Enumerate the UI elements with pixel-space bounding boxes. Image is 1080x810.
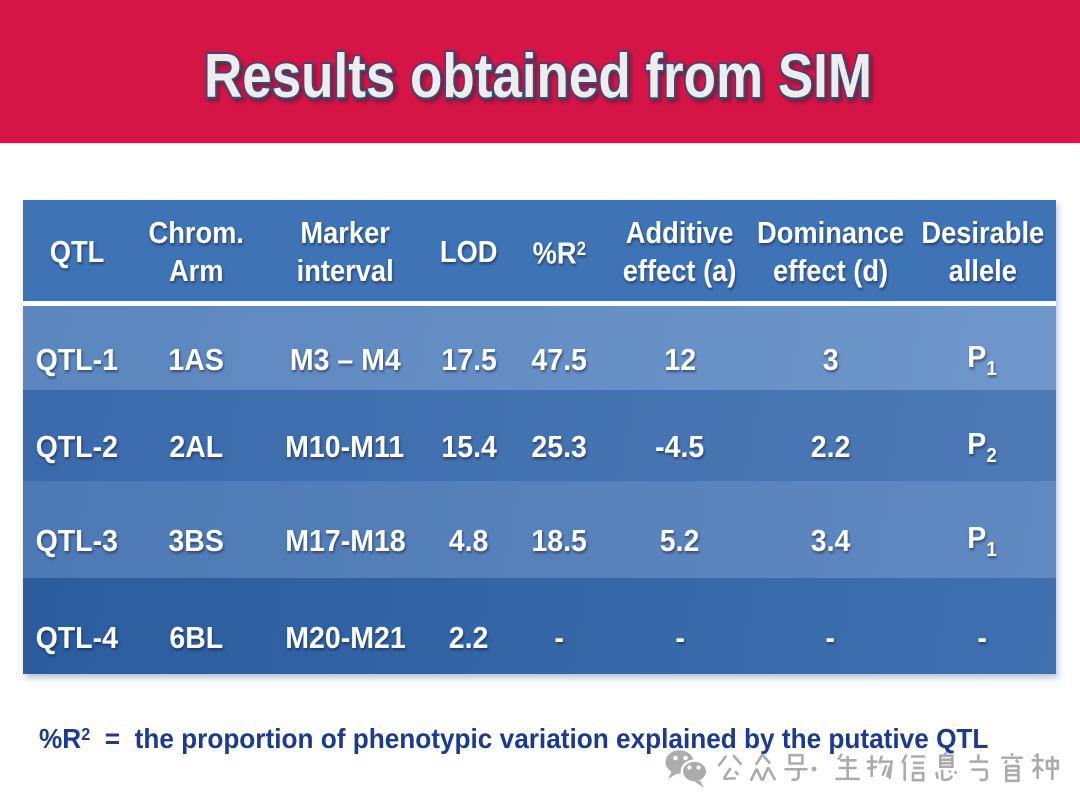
svg-text:Results obtained from SIM: Results obtained from SIM [204,42,872,111]
